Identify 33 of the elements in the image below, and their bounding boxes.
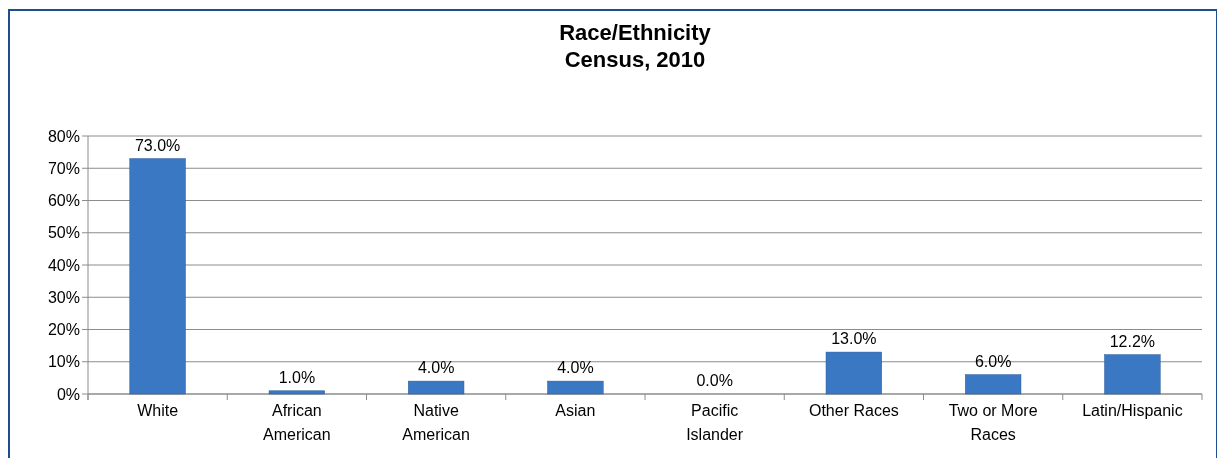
data-label: 73.0%	[134, 136, 181, 154]
x-tick-label: African American	[263, 402, 331, 443]
data-label: 4.0%	[557, 359, 594, 377]
bar	[825, 351, 882, 395]
x-tick-label: Two or More Races	[948, 402, 1038, 443]
y-tick-label: 70%	[47, 159, 80, 177]
y-tick-label: 60%	[47, 192, 80, 210]
data-label: 0.0%	[696, 372, 733, 389]
x-tick-label: Other Races	[808, 402, 899, 419]
chart-title: Race/Ethnicity Census, 2010	[559, 20, 712, 72]
y-tick-label: 30%	[47, 288, 80, 306]
data-label: 13.0%	[831, 330, 877, 348]
y-tick-label: 80%	[47, 127, 80, 145]
y-tick-label: 20%	[47, 321, 80, 339]
data-label: 6.0%	[974, 352, 1012, 370]
x-tick-label: Pacific Islander	[686, 402, 744, 443]
bar	[408, 380, 465, 395]
bar	[965, 374, 1022, 395]
y-tick-label: 40%	[47, 256, 80, 274]
bar	[547, 380, 604, 395]
data-label: 4.0%	[417, 359, 455, 377]
x-tick-label: Latin/Hispanic	[1082, 402, 1183, 419]
bar	[129, 158, 186, 395]
x-tick-label: Asian	[555, 402, 596, 419]
y-tick-label: 50%	[47, 224, 80, 242]
bar	[1104, 354, 1161, 395]
x-tick-label: White	[137, 402, 179, 419]
data-label: 1.0%	[278, 368, 316, 386]
y-tick-label: 10%	[47, 353, 80, 371]
x-tick-label: Native American	[402, 402, 470, 443]
y-tick-label: 0%	[56, 385, 80, 403]
bar	[268, 390, 325, 395]
data-label: 12.2%	[1109, 332, 1156, 350]
